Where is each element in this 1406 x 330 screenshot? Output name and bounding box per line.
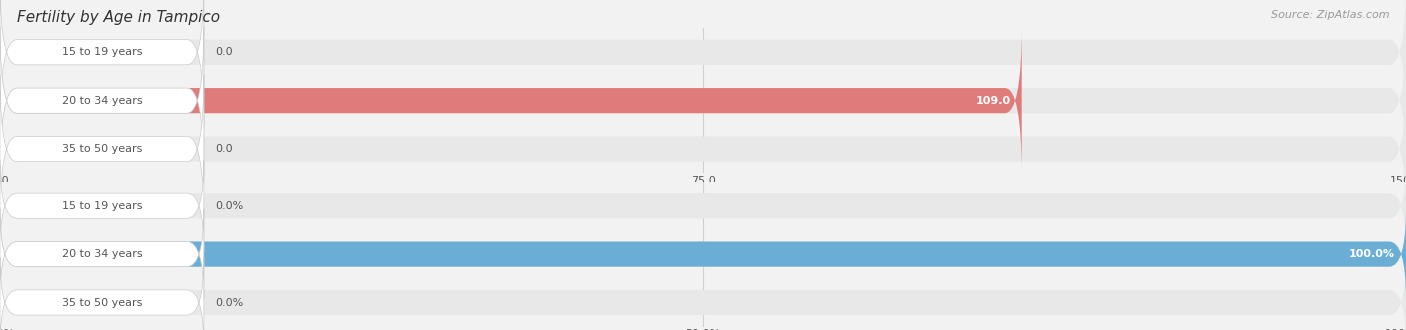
Text: 0.0: 0.0 xyxy=(215,144,233,154)
FancyBboxPatch shape xyxy=(0,0,204,127)
FancyBboxPatch shape xyxy=(0,209,1406,300)
FancyBboxPatch shape xyxy=(0,26,204,175)
FancyBboxPatch shape xyxy=(0,26,1406,175)
FancyBboxPatch shape xyxy=(0,160,204,251)
FancyBboxPatch shape xyxy=(0,257,204,330)
Text: Source: ZipAtlas.com: Source: ZipAtlas.com xyxy=(1271,10,1389,20)
FancyBboxPatch shape xyxy=(0,160,1406,251)
FancyBboxPatch shape xyxy=(0,209,1406,300)
Text: Fertility by Age in Tampico: Fertility by Age in Tampico xyxy=(17,10,219,25)
Text: 0.0%: 0.0% xyxy=(215,298,243,308)
Text: 0.0%: 0.0% xyxy=(215,201,243,211)
Text: 109.0: 109.0 xyxy=(976,96,1011,106)
Text: 20 to 34 years: 20 to 34 years xyxy=(62,249,142,259)
Text: 35 to 50 years: 35 to 50 years xyxy=(62,298,142,308)
Text: 0.0: 0.0 xyxy=(215,47,233,57)
FancyBboxPatch shape xyxy=(0,75,204,224)
FancyBboxPatch shape xyxy=(0,0,1406,127)
Text: 15 to 19 years: 15 to 19 years xyxy=(62,47,142,57)
FancyBboxPatch shape xyxy=(0,75,1406,224)
Text: 15 to 19 years: 15 to 19 years xyxy=(62,201,142,211)
Text: 35 to 50 years: 35 to 50 years xyxy=(62,144,142,154)
FancyBboxPatch shape xyxy=(0,26,1022,175)
Text: 100.0%: 100.0% xyxy=(1348,249,1395,259)
Text: 20 to 34 years: 20 to 34 years xyxy=(62,96,142,106)
FancyBboxPatch shape xyxy=(0,257,1406,330)
FancyBboxPatch shape xyxy=(0,209,204,300)
